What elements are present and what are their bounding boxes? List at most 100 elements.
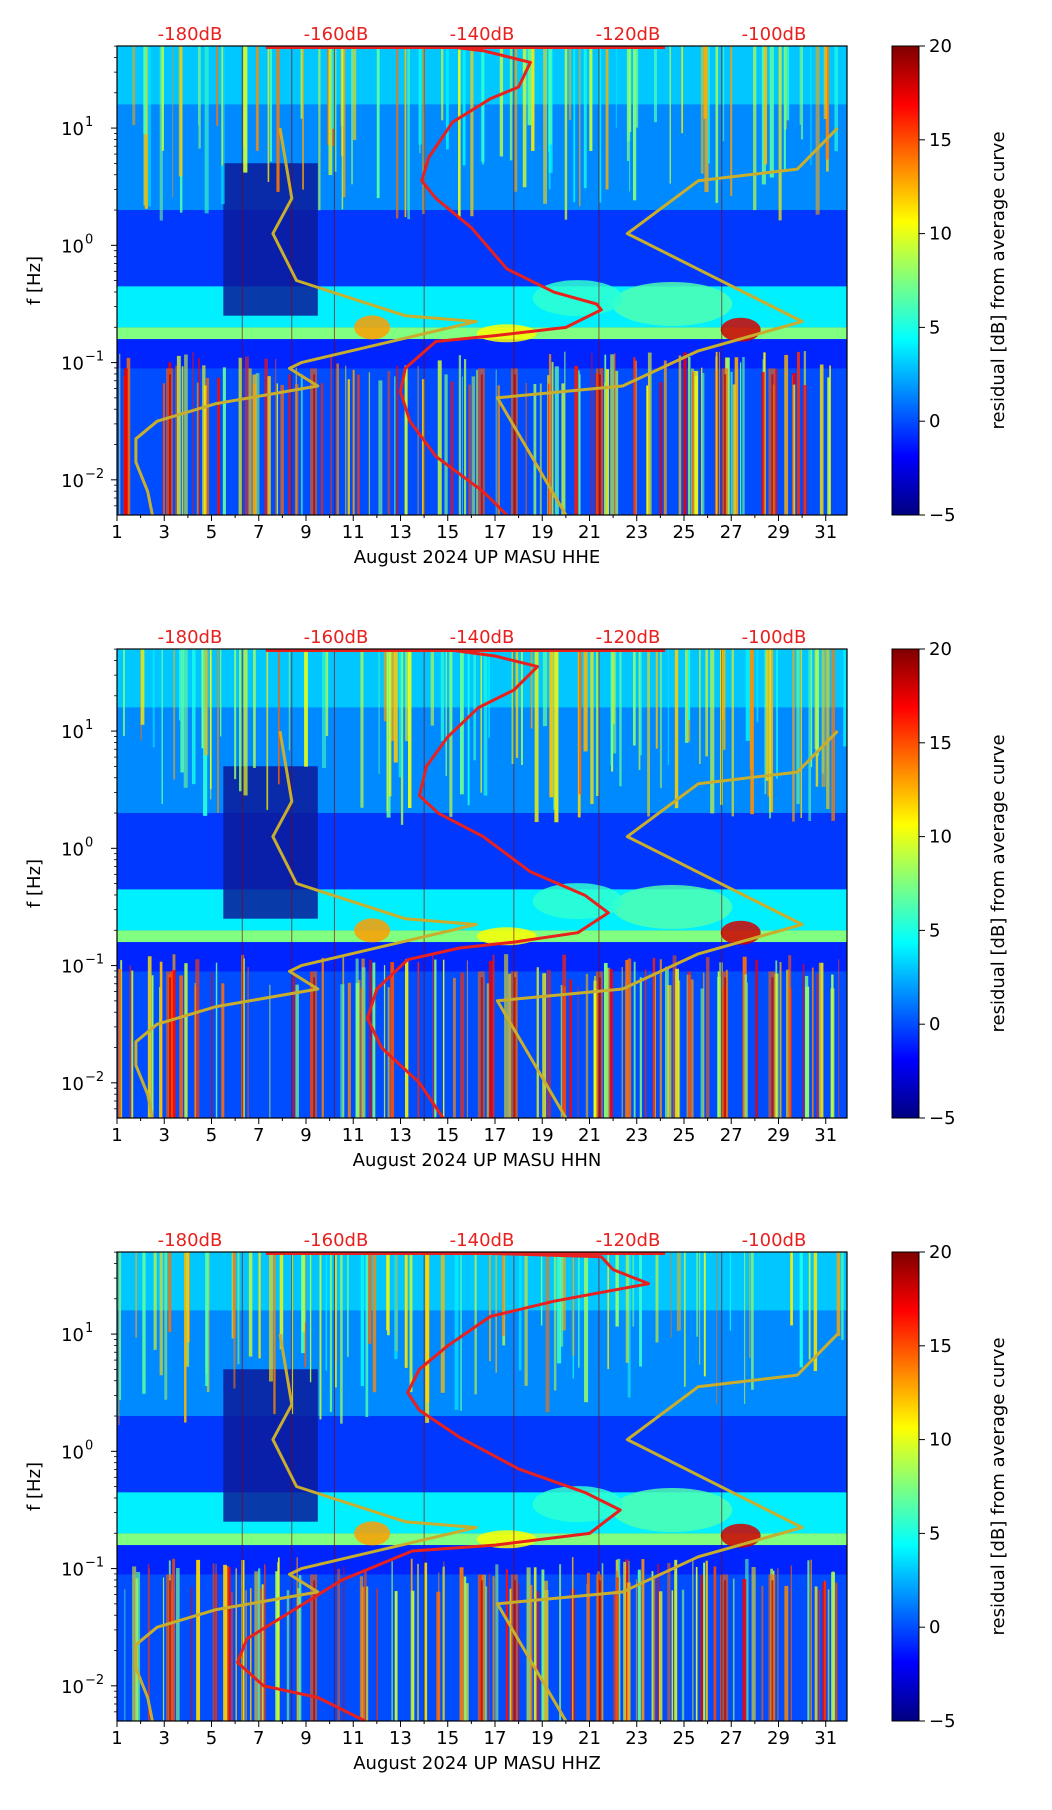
heatmap-stripe bbox=[192, 352, 194, 515]
heatmap-stripe bbox=[670, 1252, 672, 1338]
y-tick-exponent: 1 bbox=[85, 115, 93, 130]
heatmap-event-core bbox=[480, 977, 483, 1118]
heatmap-stripe bbox=[578, 1252, 580, 1368]
heatmap-stripe bbox=[625, 981, 627, 1118]
heatmap-stripe bbox=[417, 962, 420, 1118]
heatmap-stripe bbox=[810, 649, 813, 768]
heatmap-stripe bbox=[368, 1252, 372, 1344]
heatmap-stripe bbox=[495, 369, 497, 515]
x-tick-label: 19 bbox=[531, 522, 554, 543]
heatmap-event-core bbox=[598, 374, 601, 515]
heatmap-stripe bbox=[465, 1583, 469, 1721]
heatmap-stripe bbox=[804, 975, 809, 1118]
heatmap-stripe bbox=[505, 1569, 508, 1721]
heatmap-stripe bbox=[745, 1558, 749, 1721]
x-tick-label: 19 bbox=[531, 1125, 554, 1146]
heatmap-stripe bbox=[619, 649, 622, 787]
heatmap-stripe bbox=[172, 1558, 175, 1721]
y-tick-exponent: −2 bbox=[85, 1070, 104, 1085]
heatmap-event-core bbox=[771, 1580, 774, 1721]
heatmap-stripe bbox=[204, 649, 209, 756]
heatmap-stripe bbox=[227, 1567, 231, 1721]
heatmap-stripe bbox=[546, 969, 551, 1118]
heatmap-stripe bbox=[599, 46, 602, 203]
heatmap-event-core bbox=[771, 977, 774, 1118]
heatmap-stripe bbox=[268, 1252, 273, 1382]
heatmap-stripe bbox=[830, 988, 835, 1118]
heatmap-event-core bbox=[724, 1580, 727, 1721]
heatmap-stripe bbox=[300, 46, 303, 119]
y-tick-label: 10 bbox=[61, 119, 84, 140]
colorbar-label: residual [dB] from average curve bbox=[988, 734, 1009, 1032]
x-tick-label: 23 bbox=[625, 1728, 648, 1749]
heatmap-stripe bbox=[205, 377, 210, 515]
db-scale-label: -120dB bbox=[596, 24, 661, 45]
heatmap-stripe bbox=[517, 1582, 519, 1721]
heatmap-stripe bbox=[792, 649, 795, 822]
heatmap-stripe bbox=[492, 1576, 495, 1721]
heatmap-stripe bbox=[635, 1579, 638, 1721]
heatmap-stripe bbox=[807, 1560, 810, 1721]
heatmap-stripe bbox=[732, 1578, 735, 1721]
heatmap-stripe bbox=[671, 1590, 674, 1721]
heatmap-stripe bbox=[483, 649, 488, 796]
heatmap-stripe bbox=[147, 46, 152, 207]
heatmap-stripe bbox=[700, 988, 704, 1118]
heatmap-stripe bbox=[334, 46, 337, 172]
heatmap-stripe bbox=[215, 1564, 217, 1721]
heatmap-stripe bbox=[486, 983, 490, 1118]
heatmap-stripe bbox=[659, 649, 662, 789]
y-tick-label: 10 bbox=[61, 722, 84, 743]
x-tick-label: 21 bbox=[578, 1125, 601, 1146]
heatmap-stripe bbox=[293, 971, 295, 1118]
heatmap-stripe bbox=[409, 1252, 413, 1392]
db-scale-label: -180dB bbox=[158, 24, 223, 45]
heatmap-stripe bbox=[610, 354, 615, 515]
heatmap-stripe bbox=[225, 1566, 230, 1721]
heatmap-stripe bbox=[611, 649, 614, 772]
heatmap-stripe bbox=[238, 357, 243, 515]
heatmap-stripe bbox=[275, 358, 277, 515]
heatmap-stripe bbox=[834, 46, 838, 152]
heatmap-stripe bbox=[784, 1585, 789, 1721]
heatmap-stripe bbox=[450, 381, 454, 515]
heatmap-stripe bbox=[591, 352, 593, 515]
heatmap-stripe bbox=[790, 1252, 793, 1326]
heatmap-stripe bbox=[625, 959, 629, 1118]
heatmap-stripe bbox=[583, 46, 587, 189]
heatmap-stripe bbox=[172, 46, 174, 198]
heatmap-stripe bbox=[553, 1252, 557, 1391]
heatmap bbox=[117, 649, 847, 1118]
heatmap-stripe bbox=[471, 376, 476, 515]
heatmap-stripe bbox=[352, 369, 355, 515]
heatmap-stripe bbox=[810, 46, 812, 165]
heatmap-stripe bbox=[829, 365, 831, 515]
heatmap-stripe bbox=[461, 376, 463, 515]
heatmap-stripe bbox=[473, 649, 477, 761]
heatmap-stripe bbox=[464, 359, 467, 515]
x-tick-label: 13 bbox=[389, 1125, 412, 1146]
heatmap-stripe bbox=[747, 982, 749, 1118]
colorbar-tick-label: 15 bbox=[929, 733, 952, 754]
heatmap-stripe bbox=[557, 1252, 562, 1364]
y-tick-label: 10 bbox=[61, 354, 84, 375]
heatmap-stripe bbox=[378, 649, 380, 774]
heatmap-stripe bbox=[548, 354, 552, 515]
heatmap-stripe bbox=[825, 46, 829, 160]
colorbar-tick-label: 5 bbox=[929, 920, 940, 941]
heatmap-stripe bbox=[761, 1585, 764, 1721]
heatmap-stripe bbox=[536, 1591, 539, 1721]
heatmap-stripe bbox=[504, 954, 509, 1118]
heatmap-stripe bbox=[773, 369, 778, 515]
y-tick-label: 10 bbox=[61, 471, 84, 492]
colorbar-tick-label: 20 bbox=[929, 1242, 952, 1263]
heatmap-stripe bbox=[659, 382, 663, 515]
heatmap-stripe bbox=[212, 1563, 215, 1721]
heatmap-stripe bbox=[612, 649, 617, 754]
heatmap-stripe bbox=[624, 1565, 629, 1721]
heatmap-stripe bbox=[376, 1588, 378, 1721]
heatmap-stripe bbox=[341, 46, 344, 210]
heatmap-stripe bbox=[520, 649, 523, 765]
heatmap-stripe bbox=[249, 1588, 252, 1721]
